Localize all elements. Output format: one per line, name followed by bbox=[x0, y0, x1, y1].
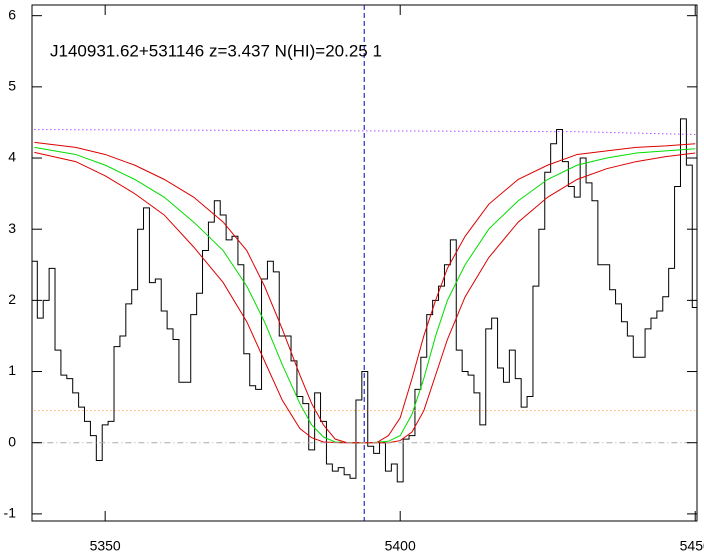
series-line bbox=[34, 151, 696, 444]
x-tick-label: 5450 bbox=[680, 538, 704, 554]
y-tick-label: 2 bbox=[8, 291, 16, 307]
series-line bbox=[32, 118, 697, 483]
y-tick-label: 5 bbox=[8, 78, 16, 94]
chart-title: J140931.62+531146 z=3.437 N(HI)=20.25 1 bbox=[50, 41, 382, 60]
x-tick-label: 5400 bbox=[385, 538, 416, 554]
y-tick-label: 4 bbox=[8, 149, 16, 165]
plot-area bbox=[32, 5, 697, 521]
y-tick-label: 0 bbox=[8, 433, 16, 449]
x-tick-label: 5350 bbox=[90, 538, 121, 554]
series-line bbox=[34, 141, 696, 444]
y-tick-label: 3 bbox=[8, 220, 16, 236]
y-tick-label: 6 bbox=[8, 6, 16, 22]
y-tick-label: 1 bbox=[8, 362, 16, 378]
y-tick-label: -1 bbox=[4, 505, 17, 521]
series-line bbox=[34, 129, 696, 136]
series-line bbox=[34, 146, 696, 444]
